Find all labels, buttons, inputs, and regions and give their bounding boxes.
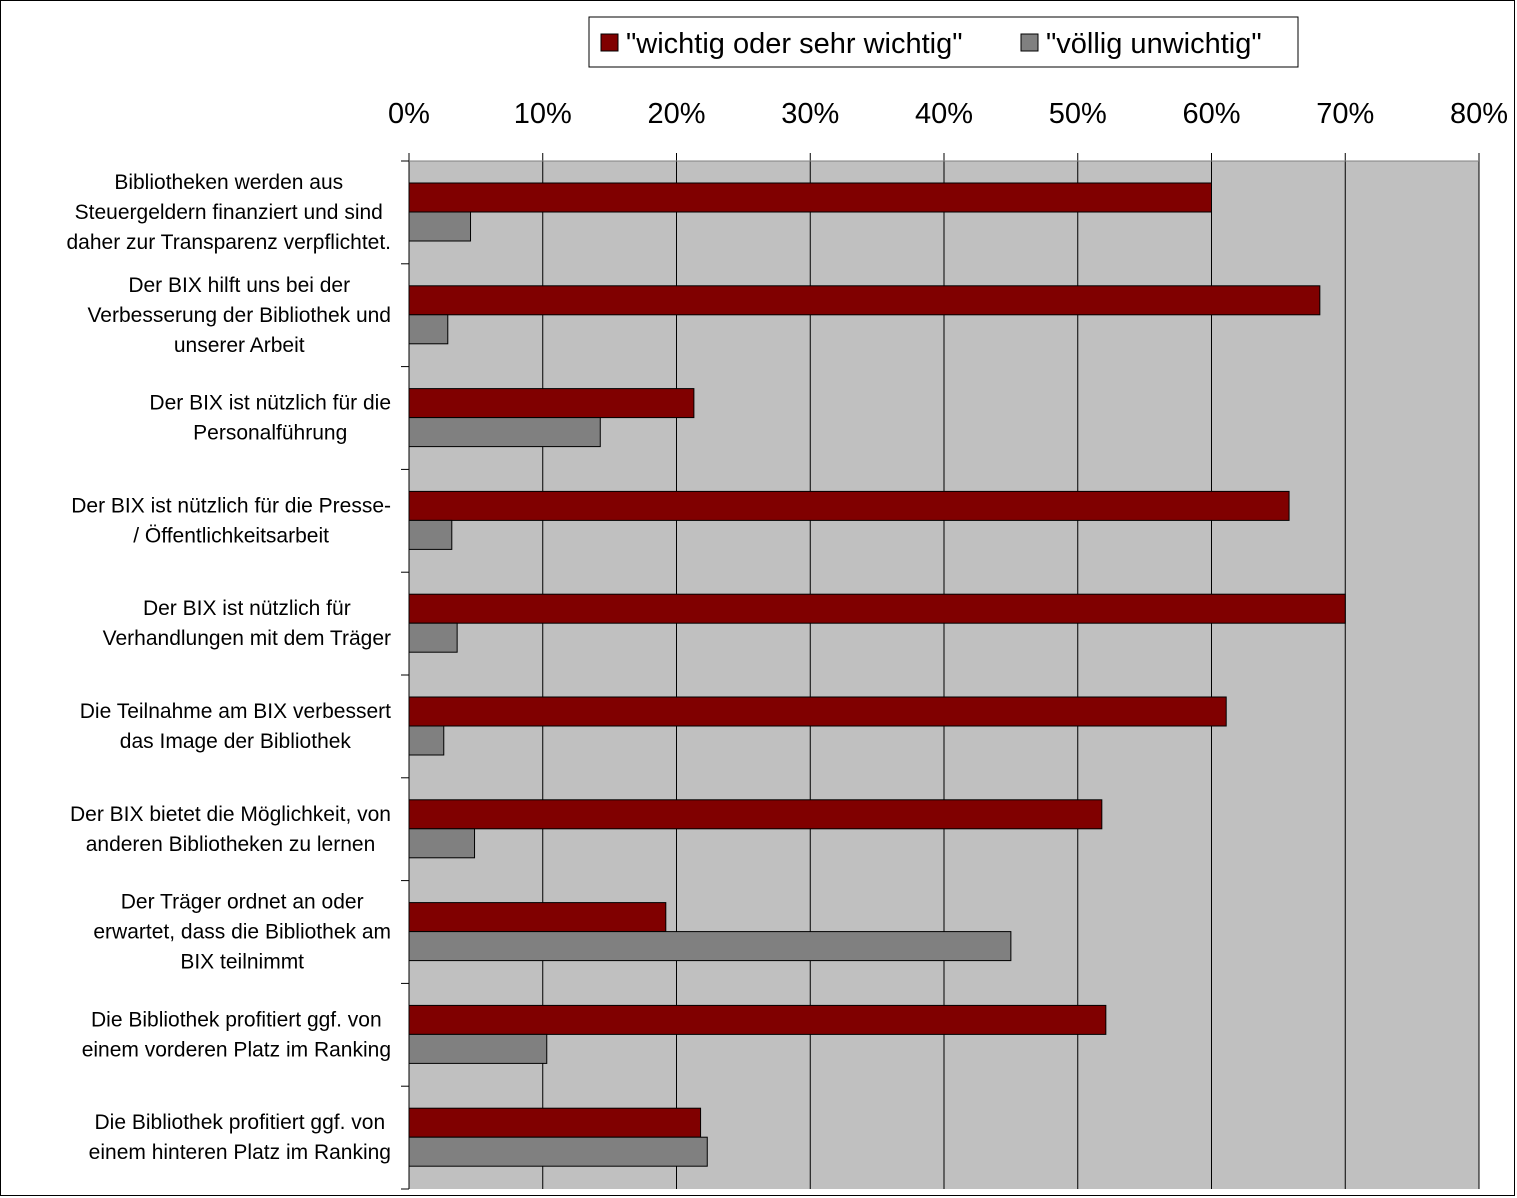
bar-unwichtig <box>408 622 458 653</box>
category-label: Der Träger ordnet an oder <box>121 891 364 914</box>
category-label: Der BIX ist nützlich für <box>143 597 351 620</box>
category-label: Die Bibliothek profitiert ggf. von <box>95 1111 386 1134</box>
bar-wichtig <box>408 388 695 419</box>
x-tick-label: 40% <box>915 98 973 130</box>
bar-unwichtig <box>408 519 453 550</box>
x-tick-label: 30% <box>781 98 839 130</box>
legend-swatch-wichtig <box>600 33 619 52</box>
x-tick-label: 50% <box>1049 98 1107 130</box>
category-label: Der BIX bietet die Möglichkeit, von <box>70 803 391 826</box>
category-label: BIX teilnimmt <box>180 951 304 974</box>
x-tick-label: 0% <box>388 98 430 130</box>
category-label: Der BIX ist nützlich für die <box>149 392 391 415</box>
bar-wichtig <box>408 1004 1107 1035</box>
x-tick-label: 20% <box>647 98 705 130</box>
category-label: Personalführung <box>193 422 347 445</box>
bar-unwichtig <box>408 417 601 448</box>
bar-wichtig <box>408 490 1290 521</box>
bar-wichtig <box>408 799 1103 830</box>
category-label: / Öffentlichkeitsarbeit <box>133 524 329 547</box>
category-label: erwartet, dass die Bibliothek am <box>93 921 391 944</box>
x-tick-label: 70% <box>1316 98 1374 130</box>
bar-wichtig <box>408 1107 702 1138</box>
category-label: Die Bibliothek profitiert ggf. von <box>91 1008 382 1031</box>
bar-wichtig <box>408 902 667 933</box>
value-axis-ticks: 0% 10% 20% 30% 40% 50% 60% 70% 80% <box>388 98 1508 162</box>
category-label: Verbesserung der Bibliothek und <box>87 304 391 327</box>
bar-wichtig <box>408 696 1227 727</box>
x-tick-label: 60% <box>1182 98 1240 130</box>
bar-wichtig <box>408 285 1321 316</box>
bar-wichtig <box>408 182 1212 213</box>
category-label: Bibliotheken werden aus <box>114 171 343 194</box>
legend-swatch-unwichtig <box>1020 33 1039 52</box>
bar-unwichtig <box>408 314 449 345</box>
bar-unwichtig <box>408 931 1012 962</box>
category-label: einem hinteren Platz im Ranking <box>89 1141 391 1164</box>
legend-label-wichtig: "wichtig oder sehr wichtig" <box>626 28 963 60</box>
category-axis <box>401 153 410 1190</box>
category-label: Verhandlungen mit dem Träger <box>103 627 391 650</box>
legend-label-unwichtig: "völlig unwichtig" <box>1046 28 1262 60</box>
x-tick-label: 10% <box>514 98 572 130</box>
bar-unwichtig <box>408 725 445 756</box>
category-label: Die Teilnahme am BIX verbessert <box>80 700 391 723</box>
category-label: Steuergeldern finanziert und sind <box>75 201 383 224</box>
category-label: Der BIX hilft uns bei der <box>128 274 350 297</box>
bar-unwichtig <box>408 1033 548 1064</box>
bar-wichtig <box>408 593 1346 624</box>
category-label: Der BIX ist nützlich für die Presse- <box>71 494 391 517</box>
legend-box <box>588 16 1299 68</box>
bar-unwichtig <box>408 1136 708 1167</box>
gridlines <box>542 161 1480 1189</box>
legend: "wichtig oder sehr wichtig" "völlig unwic… <box>588 16 1299 68</box>
category-label: unserer Arbeit <box>174 334 305 357</box>
category-label: daher zur Transparenz verpflichtet. <box>67 231 392 254</box>
category-label: einem vorderen Platz im Ranking <box>82 1038 391 1061</box>
bar-unwichtig <box>408 828 476 859</box>
category-labels: Bibliotheken werden aus Steuergeldern fin… <box>67 171 392 1164</box>
x-tick-label: 80% <box>1450 98 1508 130</box>
bar-unwichtig <box>408 211 472 242</box>
category-label: das Image der Bibliothek <box>120 730 352 753</box>
category-label: anderen Bibliotheken zu lernen <box>86 833 376 856</box>
